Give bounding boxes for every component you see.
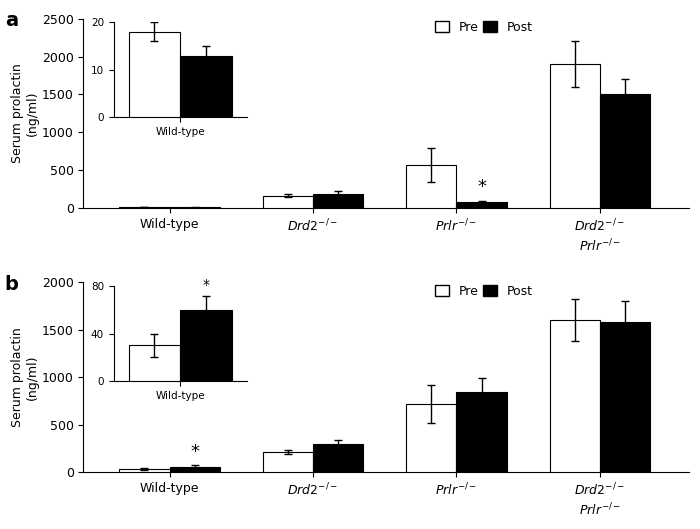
- Y-axis label: Serum prolactin
(ng/ml): Serum prolactin (ng/ml): [11, 63, 39, 163]
- Bar: [169, 207, 220, 208]
- Text: *: *: [190, 443, 199, 461]
- Bar: [456, 203, 507, 208]
- Bar: [456, 393, 507, 472]
- Bar: [550, 320, 600, 472]
- Legend: Pre, Post: Pre, Post: [435, 285, 533, 298]
- Bar: [406, 165, 456, 208]
- Bar: [262, 452, 313, 472]
- Bar: [313, 444, 363, 472]
- Bar: [600, 95, 650, 208]
- Bar: [600, 322, 650, 472]
- Bar: [262, 196, 313, 208]
- Bar: [313, 194, 363, 208]
- Bar: [120, 207, 169, 208]
- Legend: Pre, Post: Pre, Post: [435, 21, 533, 34]
- Text: *: *: [477, 178, 486, 196]
- Y-axis label: Serum prolactin
(ng/ml): Serum prolactin (ng/ml): [11, 327, 39, 427]
- Bar: [550, 64, 600, 208]
- Bar: [169, 467, 220, 472]
- Bar: [406, 404, 456, 472]
- Text: a: a: [5, 11, 18, 30]
- Text: b: b: [5, 275, 19, 294]
- Bar: [120, 469, 169, 472]
